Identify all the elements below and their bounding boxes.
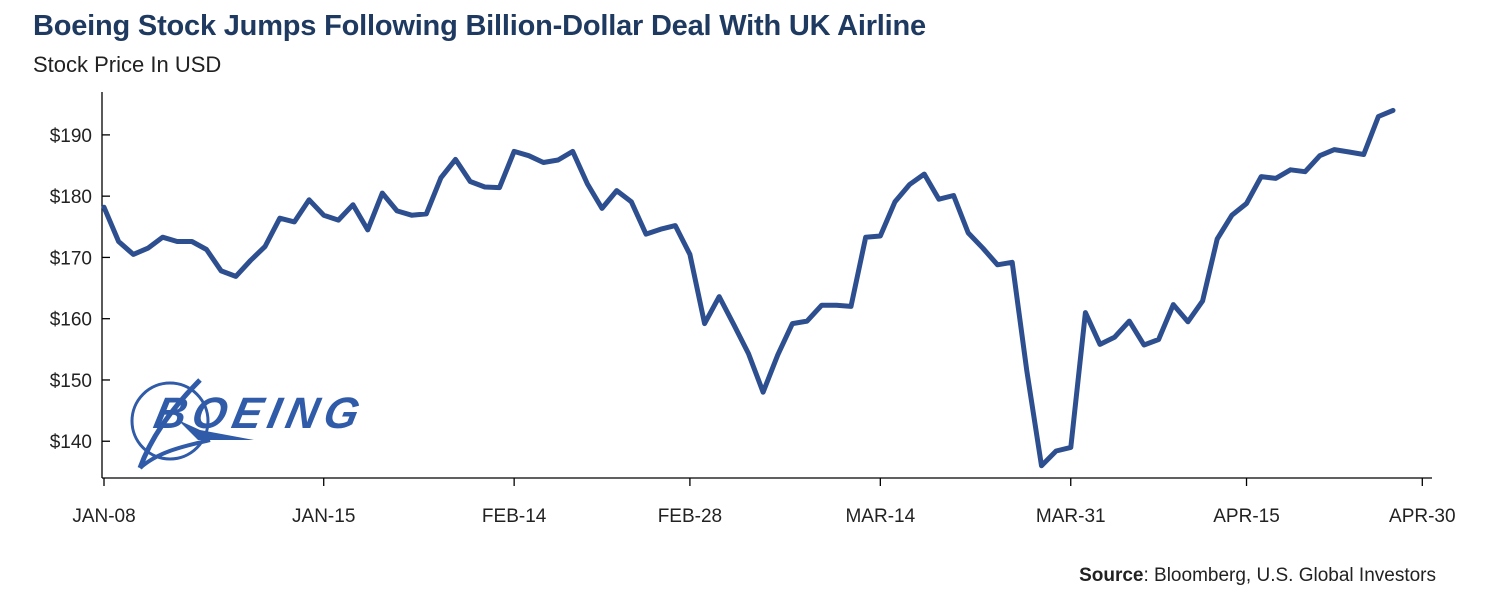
x-tick-label: MAR-31: [1036, 506, 1106, 527]
chart-title: Boeing Stock Jumps Following Billion-Dol…: [33, 10, 926, 42]
y-tick-label: $180: [50, 187, 92, 208]
x-tick-label: JAN-08: [72, 506, 135, 527]
y-tick-label: $140: [50, 432, 92, 453]
series-group: [101, 107, 1396, 469]
boeing-logo-wordmark: BOEING: [150, 389, 370, 437]
x-tick-label: APR-15: [1213, 506, 1280, 527]
x-axis-ticks: JAN-08 JAN-15 FEB-14 FEB-28 MAR-14 MAR-31 APR-…: [72, 478, 1456, 527]
y-tick-label: $170: [50, 248, 92, 269]
y-tick-label: $160: [50, 310, 92, 331]
source-note: Source: Bloomberg, U.S. Global Investors: [1079, 565, 1436, 587]
x-tick-label: JAN-15: [292, 506, 355, 527]
source-text: : Bloomberg, U.S. Global Investors: [1143, 565, 1436, 586]
x-tick-label: FEB-28: [658, 506, 722, 527]
y-tick-label: $150: [50, 371, 92, 392]
y-axis-ticks: $140 $150 $160 $170 $180 $190: [50, 126, 110, 453]
boeing-logo: BOEING: [130, 378, 370, 470]
x-tick-label: MAR-14: [845, 506, 915, 527]
x-tick-label: FEB-14: [482, 506, 547, 527]
source-label: Source: [1079, 565, 1144, 586]
series-line-boeing-price: [101, 107, 1396, 469]
chart-subtitle: Stock Price In USD: [33, 52, 222, 77]
x-tick-label: APR-30: [1389, 506, 1456, 527]
y-tick-label: $190: [50, 126, 92, 147]
boeing-logo-icon: [130, 378, 254, 470]
